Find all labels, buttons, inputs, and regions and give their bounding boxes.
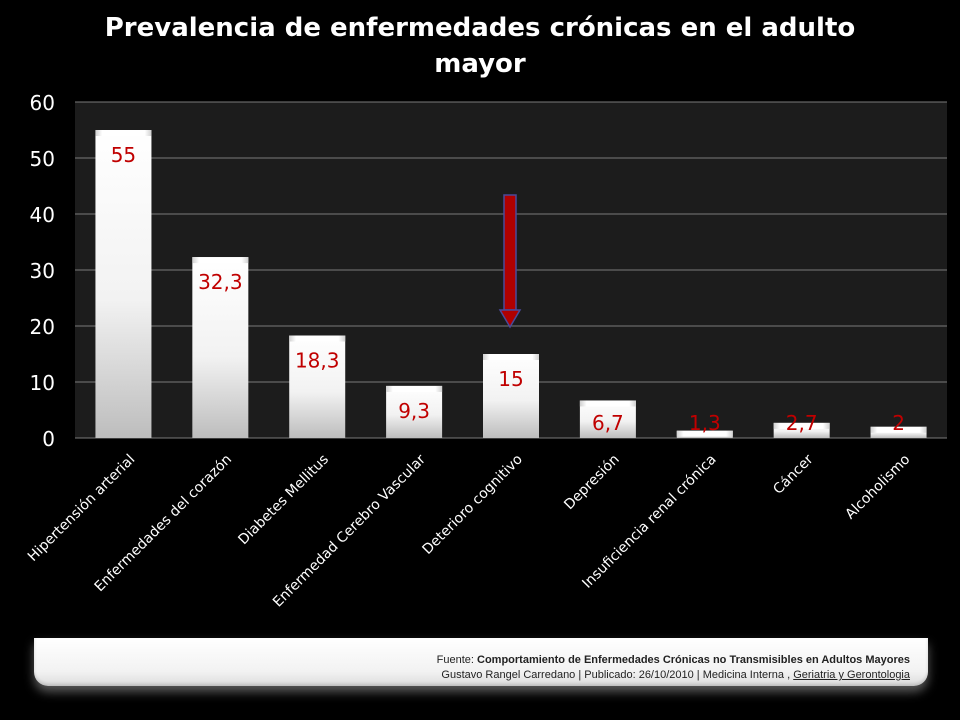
- x-tick-label: Alcoholismo: [842, 452, 913, 523]
- y-tick-label: 60: [30, 91, 55, 115]
- bar: [289, 335, 346, 438]
- bar: [95, 130, 152, 438]
- bar: [676, 430, 733, 438]
- source-prefix: Fuente:: [436, 654, 478, 666]
- x-tick-label: Deterioro cognitivo: [420, 452, 526, 558]
- data-label: 9,3: [398, 399, 430, 423]
- data-label: 15: [498, 367, 523, 391]
- y-tick-label: 0: [42, 427, 55, 451]
- source-footer: Fuente: Comportamiento de Enfermedades C…: [34, 638, 928, 686]
- data-label: 32,3: [198, 270, 243, 294]
- data-label: 2,7: [786, 411, 818, 435]
- data-label: 55: [111, 143, 136, 167]
- y-axis: 0 10 20 30 40 50 60: [30, 91, 55, 451]
- data-label: 6,7: [592, 411, 624, 435]
- x-tick-label: Diabetes Mellitus: [235, 452, 332, 549]
- bar: [386, 385, 443, 438]
- bar: [483, 354, 539, 438]
- bars: [95, 130, 927, 438]
- source-link[interactable]: Geriatria y Gerontologia: [793, 669, 910, 681]
- source-line-2: Gustavo Rangel Carredano | Publicado: 26…: [441, 669, 910, 681]
- x-tick-label: Depresión: [561, 452, 622, 513]
- source-details: Gustavo Rangel Carredano | Publicado: 26…: [441, 669, 794, 681]
- y-tick-label: 50: [30, 147, 55, 171]
- highlight-arrow: [498, 194, 522, 329]
- data-label: 18,3: [295, 349, 340, 373]
- data-label: 2: [892, 411, 905, 435]
- bar: [579, 400, 636, 438]
- x-tick-label: Enfermedad Cerebro Vascular: [270, 451, 429, 610]
- y-tick-label: 40: [30, 203, 55, 227]
- x-tick-label: Hipertensión arterial: [25, 452, 138, 565]
- bar: [192, 257, 249, 438]
- bar: [870, 426, 927, 438]
- y-tick-label: 30: [30, 259, 55, 283]
- y-tick-label: 20: [30, 315, 55, 339]
- data-labels: 55 32,3 18,3 9,3 15 6,7 1,3 2,7 2: [111, 143, 905, 435]
- y-tick-label: 10: [30, 371, 55, 395]
- data-label: 1,3: [689, 411, 721, 435]
- chart-title: Prevalencia de enfermedades crónicas en …: [104, 13, 856, 79]
- x-tick-label: Cáncer: [770, 451, 816, 497]
- source-title: Comportamiento de Enfermedades Crónicas …: [477, 654, 910, 666]
- source-line-1: Fuente: Comportamiento de Enfermedades C…: [437, 654, 910, 666]
- bar: [773, 422, 830, 438]
